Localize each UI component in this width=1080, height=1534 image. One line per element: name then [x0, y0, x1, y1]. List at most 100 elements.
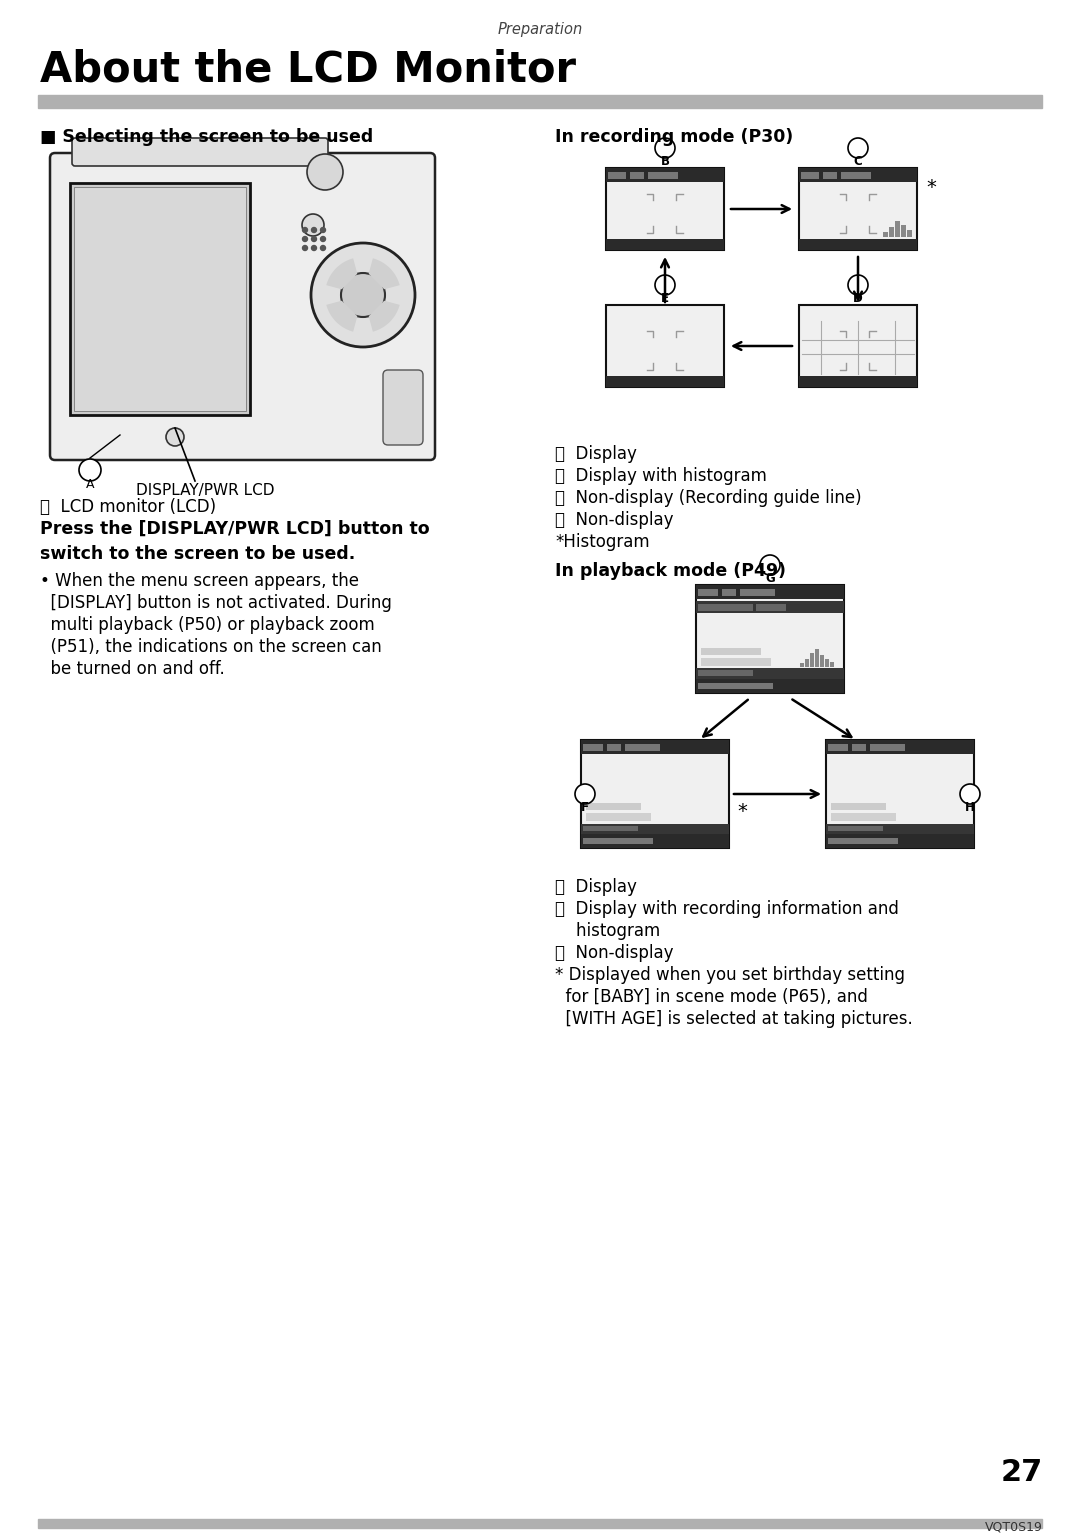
- Circle shape: [302, 227, 308, 233]
- Bar: [828, 744, 848, 752]
- Text: In playback mode (P49): In playback mode (P49): [555, 561, 786, 580]
- Bar: [740, 589, 775, 597]
- Circle shape: [302, 245, 308, 250]
- Bar: [698, 670, 753, 676]
- Bar: [870, 744, 905, 752]
- Bar: [820, 655, 824, 667]
- Text: be turned on and off.: be turned on and off.: [40, 660, 225, 678]
- Bar: [831, 813, 896, 821]
- Text: E: E: [661, 291, 669, 305]
- Text: histogram: histogram: [555, 922, 660, 940]
- Circle shape: [575, 784, 595, 804]
- Circle shape: [341, 273, 384, 318]
- Circle shape: [311, 236, 316, 241]
- Text: Ⓐ  LCD monitor (LCD): Ⓐ LCD monitor (LCD): [40, 499, 216, 515]
- Bar: [70, 183, 249, 416]
- Bar: [607, 744, 621, 752]
- Bar: [586, 813, 651, 821]
- Text: * Displayed when you set birthday setting: * Displayed when you set birthday settin…: [555, 966, 905, 983]
- Polygon shape: [326, 258, 357, 290]
- Bar: [583, 744, 603, 752]
- Text: In recording mode (P30): In recording mode (P30): [555, 127, 793, 146]
- Text: About the LCD Monitor: About the LCD Monitor: [40, 48, 576, 91]
- Text: [DISPLAY] button is not activated. During: [DISPLAY] button is not activated. Durin…: [40, 594, 392, 612]
- Bar: [581, 824, 729, 834]
- Bar: [826, 834, 974, 848]
- Bar: [825, 660, 829, 667]
- Bar: [606, 169, 724, 183]
- Circle shape: [960, 784, 980, 804]
- Bar: [608, 172, 626, 179]
- Bar: [805, 660, 809, 667]
- Text: Preparation: Preparation: [498, 21, 582, 37]
- Circle shape: [307, 153, 343, 190]
- Bar: [581, 739, 729, 755]
- Text: multi playback (P50) or playback zoom: multi playback (P50) or playback zoom: [40, 617, 375, 634]
- Circle shape: [760, 555, 780, 575]
- Text: Press the [DISPLAY/PWR LCD] button to: Press the [DISPLAY/PWR LCD] button to: [40, 520, 430, 538]
- Text: *: *: [737, 802, 747, 821]
- Bar: [38, 95, 1042, 107]
- Bar: [799, 239, 917, 250]
- Bar: [698, 604, 753, 611]
- Bar: [38, 1519, 1042, 1528]
- Circle shape: [311, 242, 415, 347]
- Text: DISPLAY/PWR LCD: DISPLAY/PWR LCD: [136, 483, 274, 499]
- Circle shape: [848, 275, 868, 295]
- Bar: [696, 584, 843, 693]
- Bar: [800, 663, 804, 667]
- Bar: [648, 172, 678, 179]
- Text: H: H: [966, 801, 975, 815]
- Circle shape: [321, 236, 325, 241]
- Bar: [815, 649, 819, 667]
- Bar: [823, 172, 837, 179]
- Text: Ⓓ  Non-display (Recording guide line): Ⓓ Non-display (Recording guide line): [555, 489, 862, 508]
- Bar: [723, 589, 735, 597]
- Circle shape: [321, 245, 325, 250]
- Bar: [581, 739, 729, 848]
- Bar: [583, 825, 638, 831]
- Text: C: C: [853, 155, 862, 169]
- Text: Ⓒ  Display with histogram: Ⓒ Display with histogram: [555, 466, 767, 485]
- Bar: [826, 739, 974, 848]
- Circle shape: [321, 227, 325, 233]
- Bar: [606, 305, 724, 387]
- Polygon shape: [368, 301, 400, 331]
- Polygon shape: [368, 258, 400, 290]
- Bar: [75, 187, 246, 411]
- Bar: [606, 239, 724, 250]
- Text: for [BABY] in scene mode (P65), and: for [BABY] in scene mode (P65), and: [555, 988, 868, 1006]
- Bar: [630, 172, 644, 179]
- Circle shape: [311, 227, 316, 233]
- Text: B: B: [661, 155, 670, 169]
- Bar: [799, 169, 917, 250]
- Text: • When the menu screen appears, the: • When the menu screen appears, the: [40, 572, 359, 591]
- Bar: [701, 647, 761, 655]
- Polygon shape: [326, 301, 357, 331]
- Bar: [810, 653, 814, 667]
- Bar: [841, 172, 870, 179]
- Bar: [696, 584, 843, 598]
- Bar: [606, 169, 724, 250]
- Text: A: A: [85, 479, 94, 491]
- Bar: [826, 824, 974, 834]
- Bar: [799, 376, 917, 387]
- FancyBboxPatch shape: [383, 370, 423, 445]
- Circle shape: [302, 236, 308, 241]
- Bar: [889, 227, 894, 236]
- FancyBboxPatch shape: [72, 138, 328, 166]
- Text: G: G: [765, 572, 774, 584]
- Text: switch to the screen to be used.: switch to the screen to be used.: [40, 545, 355, 563]
- Bar: [799, 305, 917, 387]
- Text: [WITH AGE] is selected at taking pictures.: [WITH AGE] is selected at taking picture…: [555, 1009, 913, 1028]
- Bar: [831, 663, 834, 667]
- Text: 27: 27: [1001, 1457, 1043, 1486]
- Bar: [625, 744, 660, 752]
- Bar: [801, 172, 819, 179]
- Text: Ⓗ  Non-display: Ⓗ Non-display: [555, 943, 674, 962]
- Text: VQT0S19: VQT0S19: [985, 1520, 1043, 1532]
- Bar: [756, 604, 786, 611]
- Bar: [883, 232, 888, 236]
- Circle shape: [654, 138, 675, 158]
- Bar: [826, 739, 974, 755]
